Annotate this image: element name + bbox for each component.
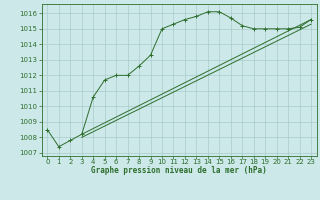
- X-axis label: Graphe pression niveau de la mer (hPa): Graphe pression niveau de la mer (hPa): [91, 166, 267, 175]
